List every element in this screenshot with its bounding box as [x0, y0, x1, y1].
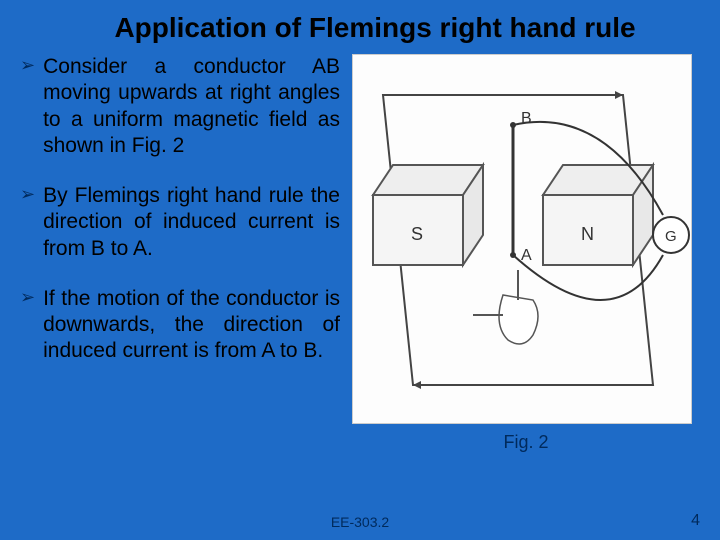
bullet-item: ➢ Consider a conductor AB moving upwards… — [20, 54, 340, 159]
content-row: ➢ Consider a conductor AB moving upwards… — [20, 54, 700, 453]
label-a: A — [521, 247, 532, 264]
bullet-list: ➢ Consider a conductor AB moving upwards… — [20, 54, 340, 453]
bullet-text: By Flemings right hand rule the directio… — [43, 183, 340, 262]
bullet-text: If the motion of the conductor is downwa… — [43, 286, 340, 365]
bullet-item: ➢ By Flemings right hand rule the direct… — [20, 183, 340, 262]
page-number: 4 — [691, 512, 700, 530]
footer-code: EE-303.2 — [0, 514, 720, 530]
label-g: G — [665, 228, 677, 245]
figure-area: B A S N G Fig. 2 — [352, 54, 700, 453]
bullet-marker-icon: ➢ — [20, 54, 35, 159]
bullet-item: ➢ If the motion of the conductor is down… — [20, 286, 340, 365]
label-b: B — [521, 110, 532, 127]
diagram-svg: B A S N G — [353, 55, 692, 424]
slide: Application of Flemings right hand rule … — [0, 0, 720, 540]
slide-title: Application of Flemings right hand rule — [20, 12, 700, 44]
bullet-marker-icon: ➢ — [20, 183, 35, 262]
bullet-text: Consider a conductor AB moving upwards a… — [43, 54, 340, 159]
figure-caption: Fig. 2 — [352, 432, 700, 453]
label-n: N — [581, 224, 594, 244]
label-s: S — [411, 224, 423, 244]
figure-diagram: B A S N G — [352, 54, 692, 424]
bullet-marker-icon: ➢ — [20, 286, 35, 365]
